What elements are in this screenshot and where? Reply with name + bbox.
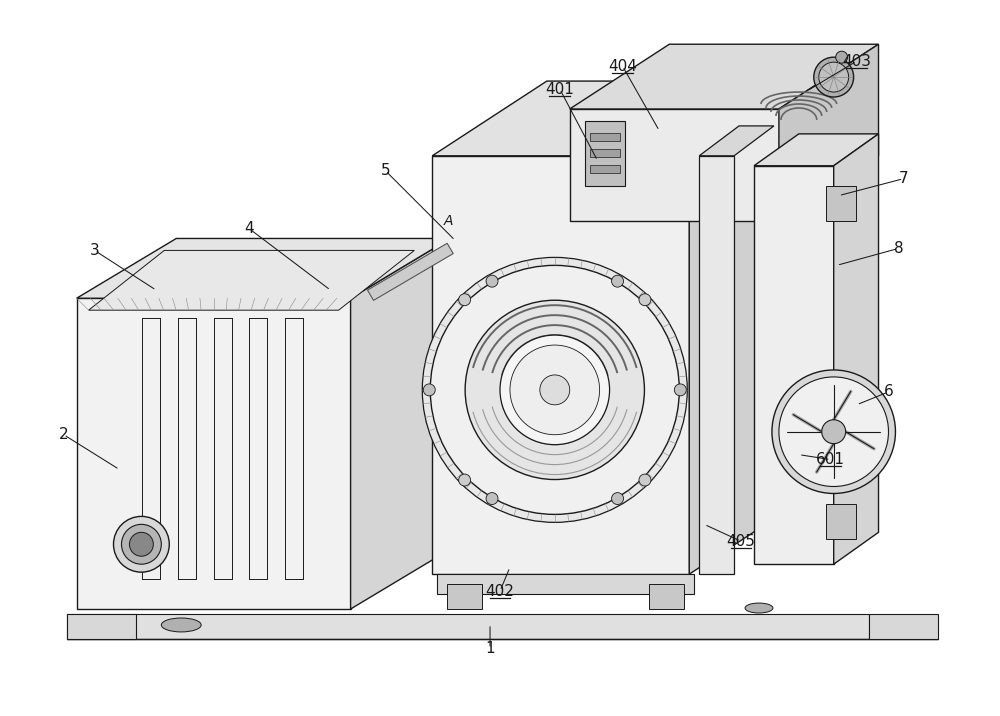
- Circle shape: [459, 294, 471, 306]
- Polygon shape: [67, 614, 136, 639]
- Circle shape: [465, 300, 644, 480]
- Polygon shape: [437, 574, 694, 594]
- Circle shape: [814, 57, 854, 97]
- Circle shape: [639, 474, 651, 486]
- Circle shape: [612, 275, 624, 287]
- Ellipse shape: [161, 618, 201, 632]
- Circle shape: [540, 375, 570, 405]
- Circle shape: [836, 52, 848, 63]
- Text: 7: 7: [899, 171, 908, 186]
- Polygon shape: [570, 44, 879, 109]
- Text: 401: 401: [545, 82, 574, 97]
- Circle shape: [674, 384, 686, 396]
- Polygon shape: [834, 134, 879, 564]
- Polygon shape: [351, 238, 450, 609]
- Text: 403: 403: [842, 54, 871, 69]
- Circle shape: [121, 524, 161, 564]
- Ellipse shape: [745, 603, 773, 613]
- Polygon shape: [432, 156, 689, 574]
- Circle shape: [459, 474, 471, 486]
- Polygon shape: [590, 149, 620, 157]
- Polygon shape: [77, 238, 450, 299]
- Polygon shape: [689, 81, 804, 574]
- Polygon shape: [432, 81, 804, 156]
- Polygon shape: [367, 243, 453, 301]
- Circle shape: [819, 62, 849, 92]
- Polygon shape: [779, 44, 879, 221]
- Circle shape: [510, 345, 600, 435]
- Text: 8: 8: [894, 241, 903, 256]
- Circle shape: [114, 516, 169, 572]
- Circle shape: [500, 335, 610, 445]
- Circle shape: [129, 532, 153, 556]
- Circle shape: [612, 493, 624, 505]
- Polygon shape: [826, 185, 856, 221]
- Text: 404: 404: [608, 59, 637, 74]
- Polygon shape: [699, 156, 734, 574]
- Circle shape: [486, 493, 498, 505]
- Text: A: A: [443, 213, 453, 228]
- Circle shape: [422, 257, 687, 523]
- Circle shape: [779, 377, 888, 486]
- Text: 402: 402: [486, 584, 514, 599]
- Polygon shape: [89, 251, 414, 310]
- Text: 6: 6: [884, 384, 893, 400]
- Polygon shape: [590, 133, 620, 141]
- Text: 3: 3: [90, 243, 99, 258]
- Polygon shape: [754, 165, 834, 564]
- Text: 4: 4: [244, 221, 254, 236]
- Text: 1: 1: [485, 642, 495, 657]
- Polygon shape: [869, 614, 938, 639]
- Polygon shape: [590, 165, 620, 173]
- Polygon shape: [826, 505, 856, 539]
- Circle shape: [772, 370, 895, 493]
- Text: 405: 405: [727, 534, 755, 548]
- Polygon shape: [77, 299, 351, 609]
- Circle shape: [423, 384, 435, 396]
- Circle shape: [430, 266, 679, 514]
- Text: 2: 2: [59, 427, 69, 442]
- Polygon shape: [754, 134, 879, 165]
- Polygon shape: [699, 126, 774, 156]
- Polygon shape: [649, 584, 684, 609]
- Circle shape: [822, 420, 846, 444]
- Polygon shape: [585, 121, 625, 185]
- Polygon shape: [67, 614, 869, 639]
- Circle shape: [639, 294, 651, 306]
- Polygon shape: [570, 109, 779, 221]
- Text: 5: 5: [381, 163, 390, 178]
- Polygon shape: [447, 584, 482, 609]
- Text: 601: 601: [816, 452, 845, 467]
- Circle shape: [486, 275, 498, 287]
